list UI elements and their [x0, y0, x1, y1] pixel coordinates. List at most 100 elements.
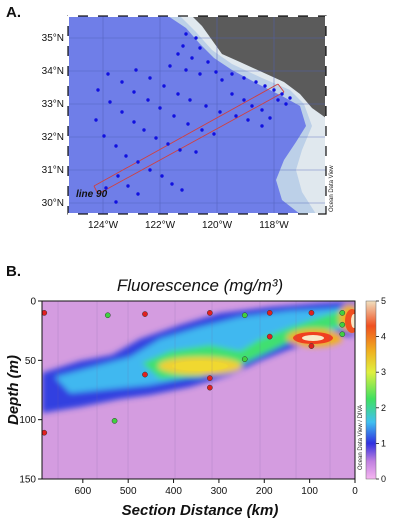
sample-point [142, 311, 148, 317]
station-dot [176, 92, 180, 96]
y-tick-label: 150 [19, 475, 36, 486]
station-dot [104, 186, 108, 190]
transect-line-90 [93, 83, 285, 195]
x-tick-label: 200 [256, 486, 273, 497]
lat-label: 31°N [42, 165, 64, 176]
y-axis-title: Depth (m) [5, 355, 22, 425]
station-dot [276, 98, 280, 102]
x-tick-label: 300 [211, 486, 228, 497]
sample-points [42, 310, 346, 436]
sample-point [339, 310, 346, 316]
station-dot [96, 88, 100, 92]
panel-a-letter: A. [6, 4, 21, 21]
lon-label: 118°W [259, 220, 289, 231]
station-dot [114, 200, 118, 204]
lat-label: 33°N [42, 99, 64, 110]
x-tick-label: 400 [165, 486, 182, 497]
station-dot [168, 64, 172, 68]
land-area [192, 16, 326, 118]
colorbar-tick-label: 4 [381, 332, 386, 342]
station-dot [184, 32, 188, 36]
station-dot [106, 72, 110, 76]
station-dot [250, 104, 254, 108]
station-dot [260, 108, 264, 112]
station-dot [181, 44, 185, 48]
line-90-label: line 90 [76, 189, 108, 200]
station-dot [272, 88, 276, 92]
station-dot [94, 118, 98, 122]
station-dot [136, 192, 140, 196]
x-tick-label: 500 [120, 486, 137, 497]
sample-point [206, 384, 213, 391]
lat-label: 30°N [42, 198, 64, 209]
station-dot [186, 122, 190, 126]
colorbar [365, 300, 377, 480]
lon-label: 120°W [202, 220, 233, 231]
station-dot [184, 68, 188, 72]
station-dot [220, 78, 224, 82]
station-dot [136, 160, 140, 164]
sample-point [42, 429, 48, 436]
station-dot [254, 80, 258, 84]
sample-point [339, 321, 346, 328]
station-dot [166, 142, 170, 146]
station-dot [176, 52, 180, 56]
station-dot [190, 56, 194, 60]
sample-point [241, 356, 248, 362]
sample-point [266, 310, 273, 316]
station-dot [120, 80, 124, 84]
lat-label: 34°N [42, 66, 64, 77]
section-credit: Ocean Data View / DIVA [358, 405, 364, 470]
station-dot [132, 90, 136, 94]
sample-point [142, 371, 148, 378]
lat-label: 35°N [42, 33, 64, 44]
station-dot [280, 92, 284, 96]
y-tick-label: 100 [19, 415, 36, 426]
x-tick-label: 0 [352, 486, 358, 497]
station-dot [268, 116, 272, 120]
station-dot [234, 114, 238, 118]
station-dot [126, 184, 130, 188]
sample-point [241, 312, 248, 319]
colorbar-tick-label: 0 [381, 474, 386, 484]
station-dot [284, 102, 288, 106]
station-dot [206, 60, 210, 64]
station-dot [102, 134, 106, 138]
station-dot [108, 100, 112, 104]
station-dot [218, 110, 222, 114]
station-dot [194, 150, 198, 154]
station-dot [198, 46, 202, 50]
station-dot [160, 174, 164, 178]
fluorescence-section: Fluorescence (mg/m³) [5, 276, 386, 519]
sample-point [206, 375, 213, 381]
station-dot [263, 84, 267, 88]
colorbar-tick-label: 3 [381, 367, 386, 377]
station-dot [132, 120, 136, 124]
lon-label: 124°W [88, 220, 119, 231]
sample-point [104, 312, 111, 319]
station-dot [288, 96, 292, 100]
y-tick-label: 50 [25, 356, 37, 367]
station-dot [172, 114, 176, 118]
station-dot [230, 72, 234, 76]
station-dot [212, 132, 216, 136]
station-dot [158, 106, 162, 110]
station-dot [124, 154, 128, 158]
station-dot [246, 118, 250, 122]
station-dot [204, 104, 208, 108]
y-tick-label: 0 [30, 297, 36, 308]
sample-point [206, 310, 213, 316]
colorbar-tick-label: 1 [381, 438, 386, 448]
station-dot [242, 98, 246, 102]
station-dot [162, 84, 166, 88]
x-tick-label: 600 [74, 486, 91, 497]
station-dot [114, 144, 118, 148]
station-dot [116, 174, 120, 178]
station-dot [148, 168, 152, 172]
station-map: 35°N 34°N 33°N 32°N 31°N 30°N 124°W 122°… [42, 15, 335, 231]
lon-label: 122°W [145, 220, 176, 231]
section-title: Fluorescence (mg/m³) [117, 276, 283, 295]
station-dot [178, 148, 182, 152]
station-dot [194, 36, 198, 40]
sample-point [266, 333, 273, 340]
